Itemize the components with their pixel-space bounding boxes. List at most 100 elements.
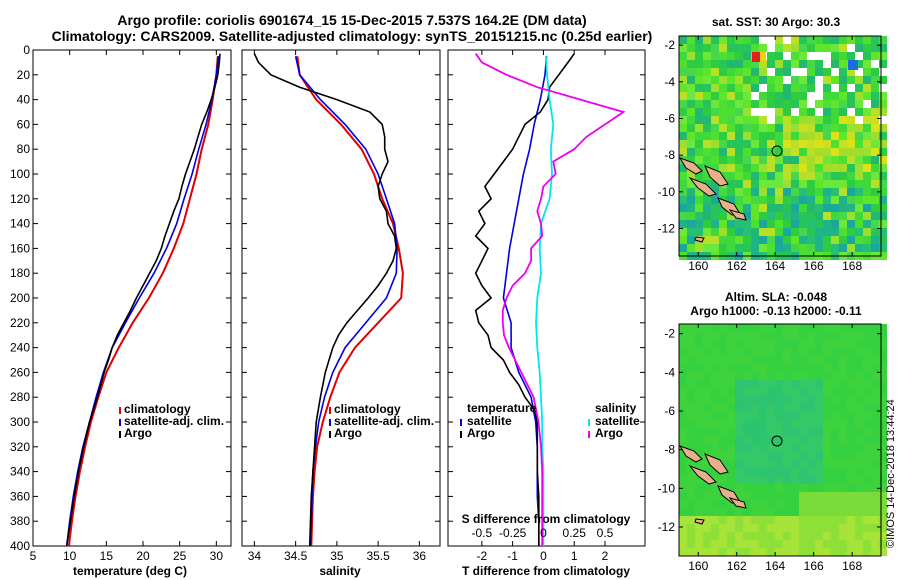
sla-cell: [791, 332, 799, 340]
sla-cell: [807, 548, 815, 556]
sla-cell: [783, 540, 791, 548]
sla-cell: [879, 532, 887, 540]
sla-cell: [719, 508, 727, 516]
sla-cell: [687, 532, 695, 540]
sla-cell: [799, 332, 807, 340]
sla-cell: [767, 460, 775, 468]
sst-cell: [711, 52, 719, 60]
sla-cell: [815, 508, 823, 516]
depth-tick-label: 140: [10, 217, 30, 231]
argo-position-marker: [771, 435, 783, 447]
sla-cell: [783, 324, 791, 332]
sla-cell: [839, 380, 847, 388]
depth-tick-label: 200: [10, 291, 30, 305]
sla-land: [678, 445, 747, 525]
sla-cell: [759, 484, 767, 492]
sla-cell: [751, 540, 759, 548]
sst-cell: [847, 100, 855, 108]
sla-cell: [855, 476, 863, 484]
sla-cell: [759, 324, 767, 332]
legend-argo: Argo: [124, 426, 152, 440]
sla-cell: [879, 340, 887, 348]
sst-cell: [711, 36, 719, 44]
sst-cell: [863, 236, 871, 244]
sst-cell: [839, 84, 847, 92]
sla-cell: [679, 516, 687, 524]
sla-map-title-2: Argo h1000: -0.13 h2000: -0.11: [690, 304, 862, 318]
sst-cell: [743, 212, 751, 220]
difference-panel: -2 -1 0 1 2 S difference from climatology -0…: [447, 49, 646, 578]
sst-cell: [847, 236, 855, 244]
sla-cell: [799, 396, 807, 404]
sst-cell: [823, 236, 831, 244]
sst-cell: [719, 156, 727, 164]
map-lon-label: 166: [804, 259, 824, 273]
sst-cell: [719, 220, 727, 228]
sla-cell: [879, 380, 887, 388]
sst-cell: [719, 188, 727, 196]
sla-cell: [783, 388, 791, 396]
map-lat-label: -6: [664, 404, 675, 418]
sla-cell: [783, 484, 791, 492]
sst-cell: [839, 236, 847, 244]
sst-cell: [847, 68, 855, 76]
sla-cell: [823, 444, 831, 452]
sst-cell: [791, 76, 799, 84]
sla-cell: [879, 452, 887, 460]
sst-cell: [743, 52, 751, 60]
sst-cell: [751, 164, 759, 172]
sst-cell: [759, 164, 767, 172]
sla-cell: [847, 500, 855, 508]
sla-cell: [799, 356, 807, 364]
sla-cell: [855, 516, 863, 524]
sst-cell: [807, 148, 815, 156]
sla-cell: [791, 412, 799, 420]
sla-cell: [783, 420, 791, 428]
sla-cell: [703, 532, 711, 540]
sst-cell: [855, 196, 863, 204]
sst-cell: [775, 124, 783, 132]
sla-cell: [751, 500, 759, 508]
sst-cell: [879, 108, 887, 116]
sla-cell: [719, 476, 727, 484]
sla-cell: [871, 516, 879, 524]
sla-cell: [815, 492, 823, 500]
sla-cell: [863, 476, 871, 484]
sla-cell: [687, 348, 695, 356]
sla-cell: [823, 324, 831, 332]
sst-cell: [823, 44, 831, 52]
sst-cell: [823, 244, 831, 252]
sla-cell: [863, 500, 871, 508]
legend-climatology: climatology: [334, 402, 401, 416]
sst-cell: [767, 60, 775, 68]
sst-map-title: sat. SST: 30 Argo: 30.3: [712, 15, 841, 29]
sst-cell: [679, 172, 687, 180]
sla-cell: [759, 388, 767, 396]
sla-cell: [783, 380, 791, 388]
sla-cell: [679, 324, 687, 332]
sla-cell: [711, 476, 719, 484]
sla-cell: [863, 428, 871, 436]
sla-cell: [839, 324, 847, 332]
sst-cell: [799, 44, 807, 52]
sst-cell: [791, 236, 799, 244]
sst-cell: [735, 220, 743, 228]
sst-cell: [751, 188, 759, 196]
sla-cell: [871, 492, 879, 500]
sla-cell: [863, 372, 871, 380]
sla-cell: [791, 428, 799, 436]
sla-cell: [815, 428, 823, 436]
sst-cell: [767, 100, 775, 108]
sst-cell: [679, 140, 687, 148]
sst-cell: [743, 84, 751, 92]
sla-cell: [703, 356, 711, 364]
sst-cell: [839, 148, 847, 156]
sla-cell: [679, 532, 687, 540]
sla-cell: [799, 372, 807, 380]
sla-cell: [791, 348, 799, 356]
sla-cell: [799, 548, 807, 556]
sst-cell: [783, 172, 791, 180]
sst-cell: [767, 244, 775, 252]
sla-cell: [711, 468, 719, 476]
sst-cell: [823, 116, 831, 124]
